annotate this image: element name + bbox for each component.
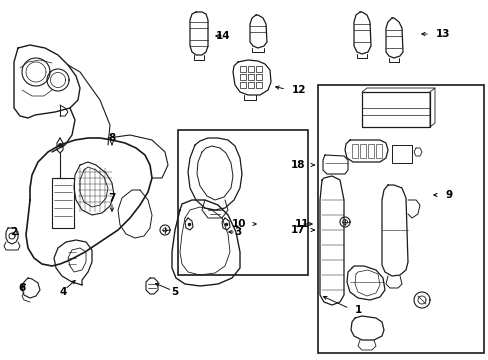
Bar <box>240 82 245 88</box>
Bar <box>317 85 483 353</box>
Text: 9: 9 <box>444 190 451 200</box>
Text: 4: 4 <box>60 287 67 297</box>
Bar <box>391 145 411 163</box>
Text: 14: 14 <box>215 31 229 41</box>
Bar <box>247 74 253 80</box>
Text: 1: 1 <box>354 305 362 315</box>
Text: 18: 18 <box>290 160 305 170</box>
Text: 6: 6 <box>18 283 25 293</box>
Bar <box>256 66 262 72</box>
Text: 10: 10 <box>231 219 245 229</box>
Bar <box>247 82 253 88</box>
Bar <box>351 144 357 158</box>
Text: 3: 3 <box>234 227 242 237</box>
Text: 12: 12 <box>291 85 306 95</box>
Text: 17: 17 <box>290 225 305 235</box>
Bar <box>240 74 245 80</box>
Bar <box>367 144 373 158</box>
Text: 8: 8 <box>108 133 115 143</box>
Bar <box>256 82 262 88</box>
Bar <box>247 66 253 72</box>
Bar <box>361 92 429 127</box>
Bar <box>359 144 365 158</box>
Text: 11: 11 <box>294 219 309 229</box>
Text: 2: 2 <box>10 227 17 237</box>
Text: 5: 5 <box>170 287 178 297</box>
Bar <box>52 178 74 228</box>
Bar <box>375 144 381 158</box>
Bar <box>256 74 262 80</box>
Text: 7: 7 <box>108 193 116 203</box>
Bar <box>178 130 307 275</box>
Bar <box>240 66 245 72</box>
Text: 13: 13 <box>435 29 449 39</box>
